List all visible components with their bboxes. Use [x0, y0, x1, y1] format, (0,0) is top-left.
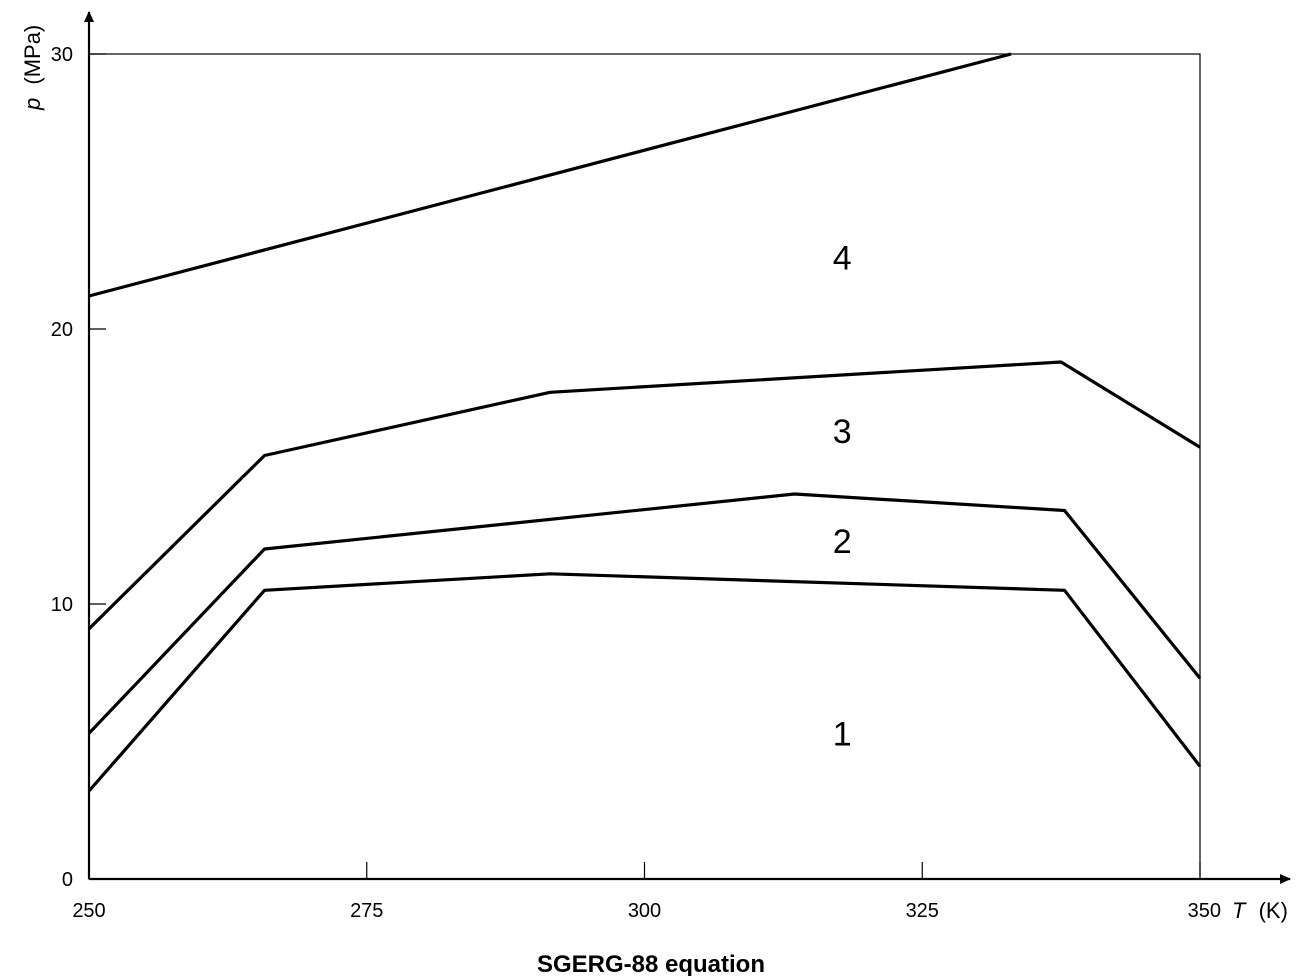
y-tick-group: 0 10 20 30: [51, 44, 106, 891]
plot-frame: [88, 53, 1201, 880]
x-tick-label: 350: [1188, 900, 1221, 922]
region-label-group: 1 2 3 4: [833, 240, 852, 754]
y-axis-var: p: [20, 98, 45, 111]
x-tick-label: 325: [906, 900, 939, 922]
boundary-line-4: [88, 52, 1012, 298]
x-tick-label: 300: [628, 900, 661, 922]
x-tick-label: 250: [72, 900, 105, 922]
region-label-1: 1: [833, 715, 852, 753]
boundary-line-2: [87, 492, 1202, 735]
chart-caption: SGERG-88 equation: [537, 951, 765, 976]
boundary-line-3: [87, 360, 1201, 630]
y-tick-label: 30: [51, 44, 73, 66]
y-axis-unit: (MPa): [20, 25, 45, 85]
y-tick-label: 10: [51, 594, 73, 616]
x-axis-title: T (K): [1232, 898, 1288, 923]
y-axis-title: p (MPa): [20, 25, 45, 111]
region-label-4: 4: [833, 240, 852, 278]
y-tick-label: 20: [51, 319, 73, 341]
x-tick-label: 275: [350, 900, 383, 922]
series-group: [87, 52, 1202, 793]
boundary-line-1: [87, 572, 1202, 793]
x-axis-unit: (K): [1259, 898, 1288, 923]
region-label-3: 3: [833, 413, 852, 451]
y-tick-label: 0: [62, 869, 73, 891]
x-axis-var: T: [1232, 898, 1247, 923]
x-tick-group: 250 275 300 325 350: [72, 862, 1221, 922]
region-label-2: 2: [833, 523, 852, 561]
